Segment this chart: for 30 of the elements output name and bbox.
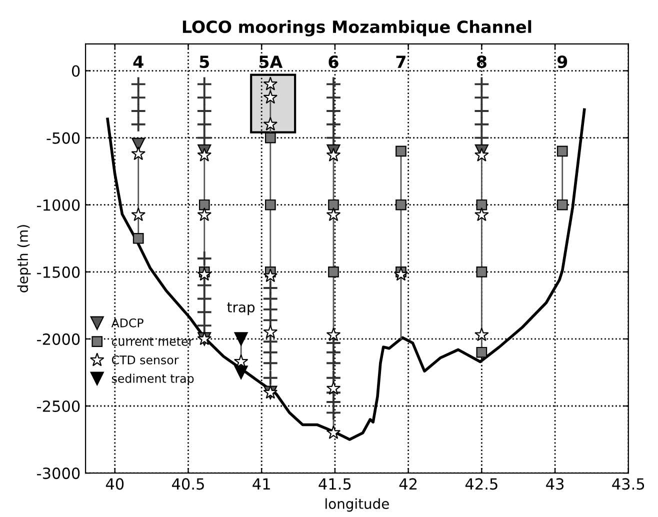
annotation: 6	[328, 56, 338, 68]
legend-label: sediment trap	[112, 374, 194, 386]
legend-label: CTD sensor	[112, 355, 179, 364]
legend-label: ADCP	[111, 318, 144, 328]
legend-label: current meter	[112, 337, 194, 346]
y-tick-label: -1500	[37, 266, 80, 278]
annotation: 9	[557, 56, 568, 68]
chart-title: LOCO moorings Mozambique Channel	[182, 20, 532, 36]
annotation: 5	[200, 56, 210, 68]
x-tick-label: 41.5	[318, 478, 351, 490]
x-tick-label: 40.5	[172, 478, 204, 490]
annotation: trap	[227, 302, 255, 316]
annotation: 8	[476, 55, 486, 68]
annotation: 5A	[259, 56, 283, 68]
y-tick-label: -2500	[37, 400, 80, 412]
annotation: 7	[396, 56, 406, 68]
y-tick-label: -500	[46, 132, 80, 144]
x-tick-label: 43	[546, 478, 564, 490]
y-tick-label: -1000	[37, 199, 80, 211]
x-tick-label: 43.5	[612, 478, 644, 490]
x-tick-label: 41	[252, 478, 270, 490]
y-tick-label: 0	[72, 65, 80, 77]
y-tick-label: -3000	[37, 468, 80, 480]
x-tick-label: 42.5	[465, 478, 498, 490]
annotation: 4	[133, 56, 144, 68]
x-tick-label: 40	[106, 478, 124, 490]
y-axis-title: depth (m)	[17, 225, 31, 292]
x-axis-title: longitude	[326, 498, 389, 512]
x-tick-label: 42	[399, 478, 417, 490]
y-tick-label: -2000	[37, 333, 80, 345]
